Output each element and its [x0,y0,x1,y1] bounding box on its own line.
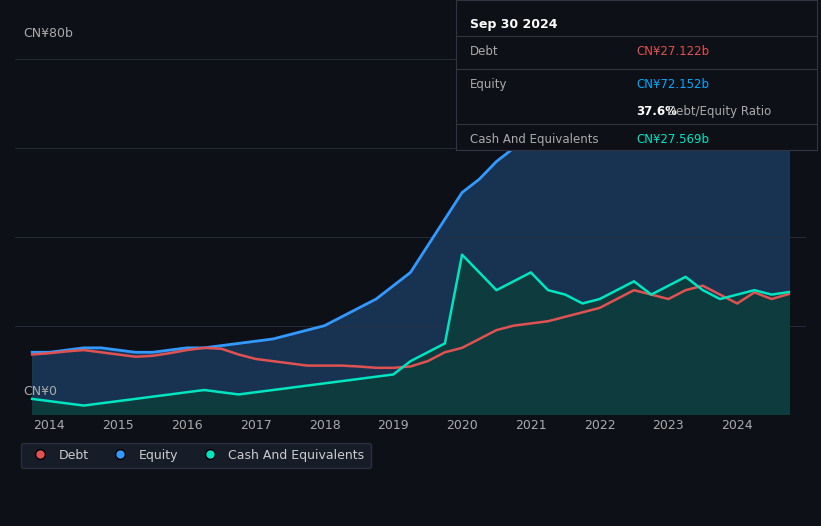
Legend: Debt, Equity, Cash And Equivalents: Debt, Equity, Cash And Equivalents [21,442,371,468]
Text: CN¥72.152b: CN¥72.152b [636,78,709,91]
Text: Sep 30 2024: Sep 30 2024 [470,18,557,31]
Text: Cash And Equivalents: Cash And Equivalents [470,134,599,146]
Text: Equity: Equity [470,78,507,91]
Text: CN¥27.569b: CN¥27.569b [636,134,709,146]
Text: Debt/Equity Ratio: Debt/Equity Ratio [667,105,771,118]
Text: CN¥0: CN¥0 [23,386,57,398]
Text: CN¥80b: CN¥80b [23,27,73,40]
Text: 37.6%: 37.6% [636,105,677,118]
Text: CN¥27.122b: CN¥27.122b [636,45,709,58]
Text: Debt: Debt [470,45,498,58]
